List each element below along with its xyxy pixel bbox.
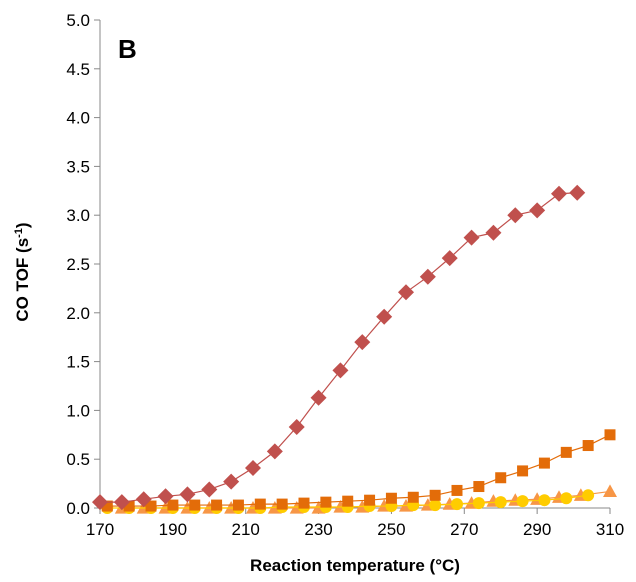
y-tick-label: 2.0	[66, 304, 90, 323]
data-point-square	[298, 497, 310, 509]
y-tick-label: 4.5	[66, 60, 90, 79]
data-point-diamond	[245, 459, 261, 476]
data-point-circle	[494, 496, 507, 509]
data-point-square	[473, 481, 485, 493]
data-point-diamond	[398, 284, 414, 301]
x-tick-label: 250	[377, 520, 405, 539]
data-point-diamond	[507, 207, 524, 224]
y-tick-label: 0.0	[66, 499, 90, 518]
x-tick-label: 210	[232, 520, 260, 539]
data-point-square	[254, 498, 266, 510]
data-point-diamond	[569, 184, 586, 201]
y-tick-label: 1.0	[66, 401, 90, 420]
data-point-circle	[429, 499, 442, 512]
data-point-square	[429, 489, 441, 501]
data-point-square	[517, 465, 529, 477]
y-tick-label: 3.0	[66, 206, 90, 225]
data-point-diamond	[354, 334, 371, 351]
data-point-square	[495, 472, 507, 484]
data-point-diamond	[135, 491, 152, 508]
data-point-diamond	[551, 185, 567, 202]
data-point-diamond	[288, 418, 305, 435]
y-tick-label: 0.5	[66, 450, 90, 469]
series-line	[100, 192, 578, 503]
axes: 0.0 0.5 1.0 1.5 2.0 2.5 3.0 3.5 4.0 4.5 5.0 170 190 2…	[66, 11, 624, 539]
data-point-circle	[451, 498, 463, 511]
x-tick-label: 230	[304, 520, 332, 539]
data-point-diamond	[463, 229, 480, 246]
y-axis-title-main: CO TOF (s	[13, 238, 32, 322]
data-point-diamond	[113, 494, 130, 511]
data-point-square	[604, 429, 616, 441]
data-point-circle	[472, 497, 485, 510]
data-point-diamond	[376, 308, 393, 325]
data-point-circle	[516, 495, 529, 508]
y-tick-label: 3.5	[66, 157, 90, 176]
x-tick-label: 310	[596, 520, 624, 539]
data-point-circle	[538, 494, 551, 507]
labels: B Reaction temperature (°C) CO TOF (s-1)	[13, 34, 460, 575]
data-point-triangle	[603, 484, 617, 498]
data-point-square	[451, 484, 463, 496]
data-point-square	[123, 500, 135, 512]
y-tick-label: 1.5	[66, 353, 90, 372]
y-axis-title-sup: -1	[13, 228, 25, 238]
data-point-square	[560, 446, 572, 458]
data-point-square	[211, 499, 223, 511]
data-point-diamond	[179, 486, 196, 503]
data-point-square	[364, 494, 376, 506]
panel-label: B	[118, 34, 137, 64]
data-point-diamond	[92, 494, 108, 511]
x-tick-label: 270	[450, 520, 478, 539]
data-point-square	[189, 499, 201, 511]
data-point-diamond	[266, 443, 283, 460]
data-point-square	[167, 499, 179, 511]
x-tick-label: 290	[523, 520, 551, 539]
data-point-square	[342, 495, 354, 507]
data-point-diamond	[529, 202, 546, 219]
data-point-diamond	[419, 268, 436, 285]
data-point-diamond	[310, 389, 327, 406]
data-point-diamond	[485, 224, 502, 241]
y-tick-label: 5.0	[66, 11, 90, 30]
data-point-square	[582, 440, 594, 452]
data-point-diamond	[223, 473, 240, 490]
data-point-diamond	[332, 362, 349, 379]
data-point-diamond	[441, 250, 458, 267]
data-point-circle	[560, 492, 573, 505]
data-point-diamond	[201, 481, 218, 498]
data-point-diamond	[157, 488, 174, 505]
x-tick-label: 170	[86, 520, 114, 539]
data-point-square	[385, 492, 397, 504]
x-axis-title: Reaction temperature (°C)	[250, 556, 460, 575]
series-square	[101, 429, 616, 512]
y-tick-label: 4.0	[66, 109, 90, 128]
y-tick-label: 2.5	[66, 255, 90, 274]
x-tick-label: 190	[159, 520, 187, 539]
data-point-square	[407, 491, 419, 503]
data-point-square	[232, 499, 244, 511]
y-axis-title: CO TOF (s-1)	[13, 222, 32, 321]
data-point-square	[538, 457, 550, 469]
data-point-square	[101, 500, 113, 512]
data-point-circle	[582, 489, 595, 502]
data-point-square	[320, 496, 332, 508]
data-point-square	[145, 500, 157, 512]
y-axis-title-end: )	[13, 222, 32, 228]
data-point-square	[276, 498, 288, 510]
series-layer	[92, 184, 617, 514]
series-diamond	[92, 184, 586, 511]
